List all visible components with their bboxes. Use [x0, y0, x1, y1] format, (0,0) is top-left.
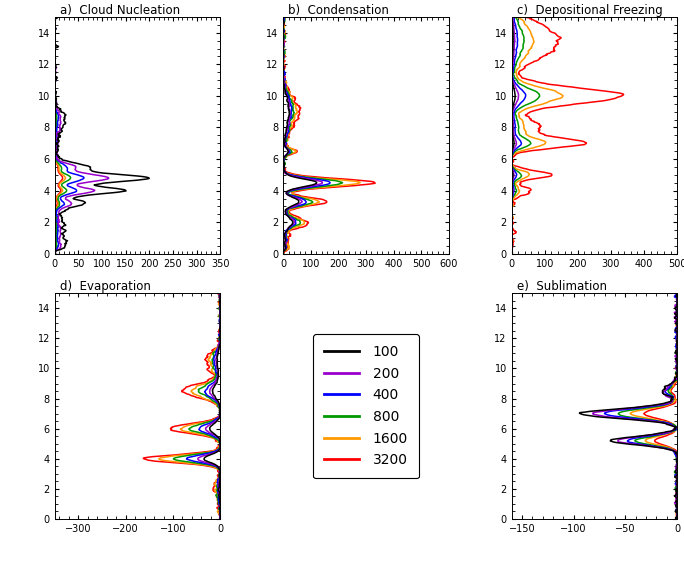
- Text: b)  Condensation: b) Condensation: [288, 4, 389, 17]
- Text: c)  Depositional Freezing: c) Depositional Freezing: [516, 4, 662, 17]
- Text: a)  Cloud Nucleation: a) Cloud Nucleation: [60, 4, 180, 17]
- Text: e)  Sublimation: e) Sublimation: [516, 280, 607, 293]
- Text: d)  Evaporation: d) Evaporation: [60, 280, 150, 293]
- Legend: 100, 200, 400, 800, 1600, 3200: 100, 200, 400, 800, 1600, 3200: [313, 334, 419, 478]
